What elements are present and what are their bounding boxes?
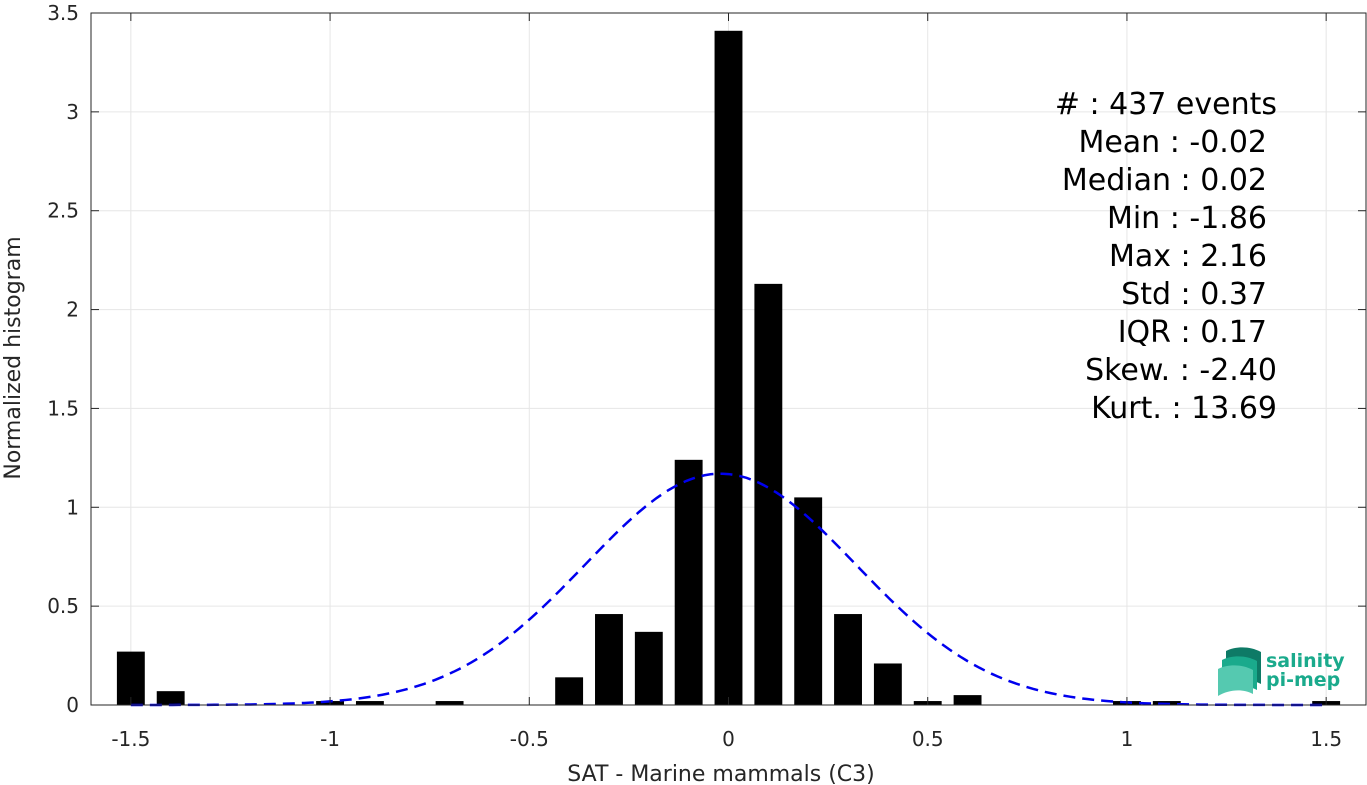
- y-tick-label: 1.5: [47, 396, 79, 420]
- x-axis-label: SAT - Marine mammals (C3): [567, 762, 875, 785]
- stats-line: Kurt. : 13.69: [1091, 391, 1277, 426]
- stats-line: Min : -1.86: [1107, 201, 1267, 236]
- logo-text-salinity: salinity: [1266, 650, 1345, 672]
- x-tick-label: 0.5: [912, 727, 944, 751]
- stats-line: IQR : 0.17: [1118, 315, 1267, 350]
- histogram-bar: [634, 631, 663, 705]
- stats-line: Mean : -0.02: [1078, 125, 1267, 160]
- x-tick-label: 1.5: [1310, 727, 1342, 751]
- stats-line: Max : 2.16: [1109, 239, 1267, 274]
- y-tick-label: 2.5: [47, 199, 79, 223]
- histogram-bar: [355, 701, 384, 705]
- y-axis-label: Normalized histogram: [1, 236, 26, 479]
- histogram-bar: [794, 497, 823, 705]
- stats-line: Std : 0.37: [1121, 277, 1267, 312]
- histogram-bar: [116, 651, 145, 705]
- y-tick-label: 3: [66, 100, 79, 124]
- y-tick-label: 0.5: [47, 594, 79, 618]
- x-tick-label: -0.5: [510, 727, 549, 751]
- histogram-bar: [714, 30, 743, 705]
- y-tick-label: 2: [66, 298, 79, 322]
- x-tick-label: -1.5: [111, 727, 150, 751]
- logo-text-pi-mep: pi-mep: [1266, 669, 1340, 691]
- stats-line: Median : 0.02: [1062, 163, 1267, 198]
- histogram-bar: [555, 677, 584, 705]
- histogram-bar: [435, 701, 464, 705]
- stats-line: Skew. : -2.40: [1085, 353, 1277, 388]
- histogram-bar: [834, 614, 862, 705]
- y-tick-label: 3.5: [47, 1, 79, 25]
- x-tick-label: 0: [722, 727, 735, 751]
- histogram-bar: [873, 663, 902, 705]
- y-tick-label: 1: [66, 495, 79, 519]
- histogram-bar: [674, 459, 703, 705]
- axis-ticks: -1.5 -1 -0.5 0 0.5 1 1.5 0 0.5 1 1.5 2 2.5 3 3.5: [47, 1, 1366, 751]
- x-tick-label: 1: [1121, 727, 1134, 751]
- salinity-pi-mep-logo: salinity pi-mep: [1218, 647, 1345, 696]
- x-tick-label: -1: [320, 727, 340, 751]
- wave-logo-icon: [1218, 647, 1261, 696]
- histogram-bar: [595, 614, 623, 705]
- stats-line: # : 437 events: [1055, 87, 1277, 122]
- histogram-bars: [116, 30, 1341, 705]
- y-tick-label: 0: [66, 693, 79, 717]
- histogram-bar: [953, 695, 982, 705]
- histogram-bar: [156, 691, 185, 705]
